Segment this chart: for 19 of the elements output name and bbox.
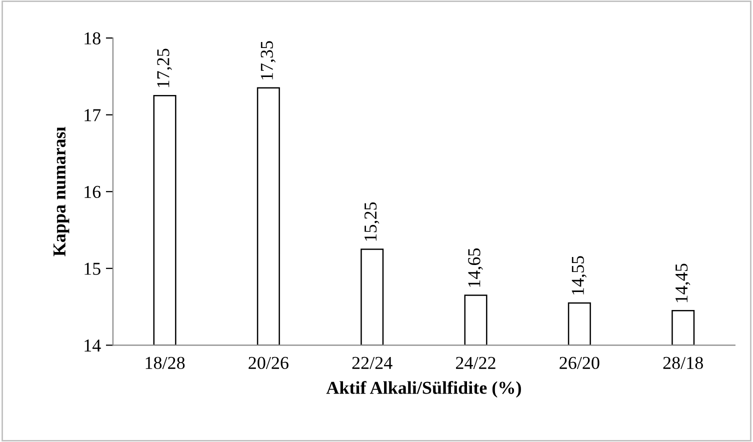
data-label: 14,55	[572, 256, 587, 294]
y-axis-title: Kappa numarası	[54, 126, 70, 256]
y-tick-label: 14	[84, 340, 101, 352]
y-tick-label: 15	[84, 262, 100, 275]
data-label: 17,35	[260, 41, 276, 80]
x-tick-label: 24/22	[456, 356, 496, 370]
x-tick-label: 26/20	[560, 356, 600, 370]
data-label: 14,65	[468, 248, 483, 287]
data-label: 14,45	[676, 264, 690, 302]
x-tick-label: 20/26	[248, 356, 288, 370]
x-axis-title: Aktif Alkali/Sülfidite (%)	[326, 381, 521, 398]
x-tick-label: 28/18	[663, 356, 703, 370]
x-tick-label: 18/28	[146, 356, 185, 370]
y-tick-label: 17	[84, 109, 101, 122]
x-tick-label: 22/24	[352, 356, 392, 370]
y-tick-label: 16	[84, 186, 101, 198]
data-label: 17,25	[157, 48, 172, 88]
data-label: 15,25	[364, 202, 380, 241]
y-tick-label: 18	[84, 32, 100, 44]
